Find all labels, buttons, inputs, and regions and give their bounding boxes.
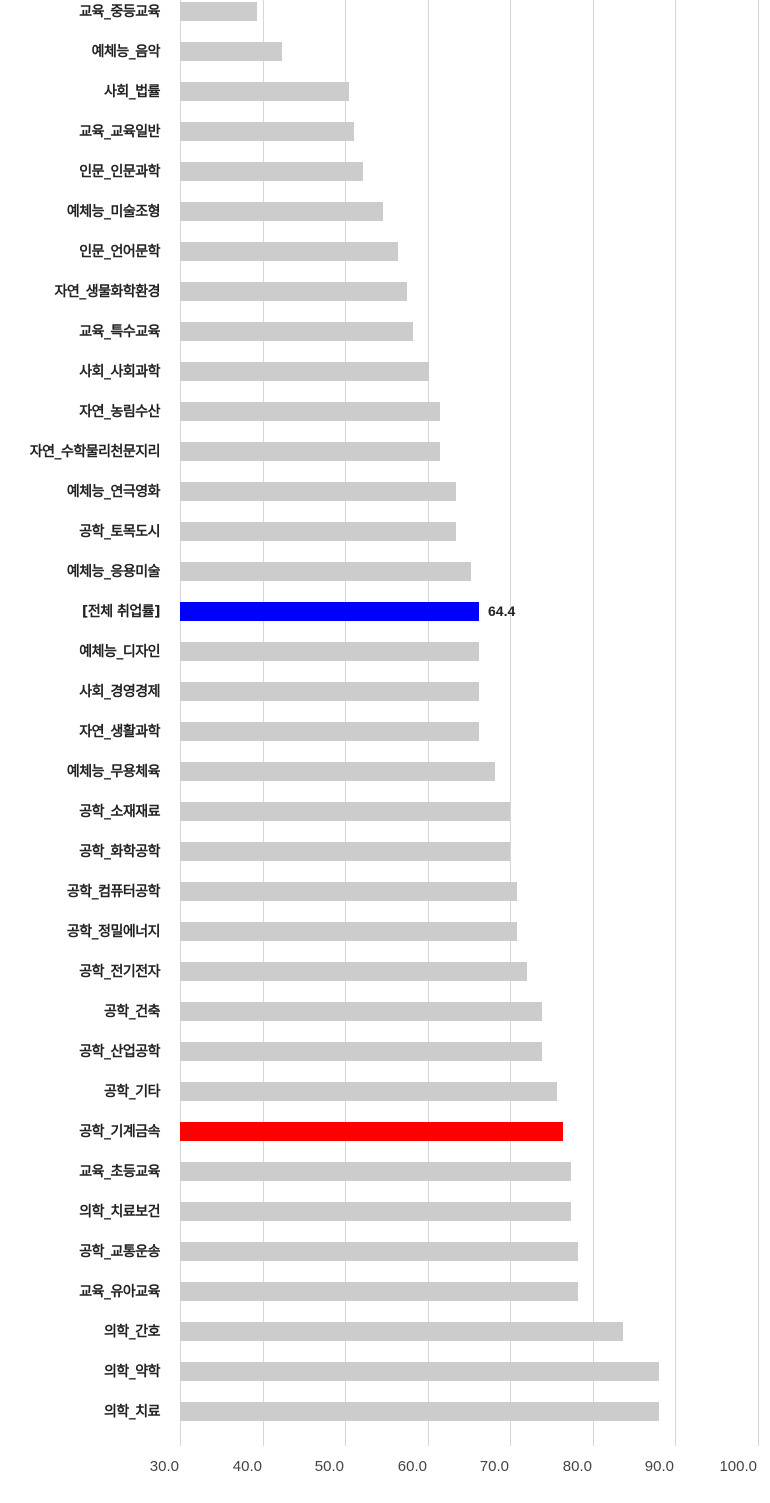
bar	[180, 2, 257, 21]
category-label: 사회_경영경제	[79, 684, 160, 700]
gridline	[675, 0, 676, 1446]
x-axis-tick-label: 70.0	[479, 1458, 509, 1475]
bar	[180, 1402, 659, 1421]
bar	[180, 1042, 542, 1061]
category-label: 공학_기계금속	[79, 1124, 160, 1140]
category-label: 공학_기타	[103, 1084, 161, 1100]
bar	[180, 122, 354, 141]
category-label: 교육_중등교육	[79, 4, 160, 20]
bar	[180, 682, 479, 701]
category-label: 공학_컴퓨터공학	[66, 884, 161, 900]
category-label: 자연_농림수산	[79, 404, 160, 420]
bar	[180, 842, 510, 861]
bar	[180, 82, 349, 101]
category-label: 의학_간호	[103, 1324, 161, 1340]
bar	[180, 562, 471, 581]
category-label: 교육_유아교육	[79, 1284, 160, 1300]
category-label: 자연_생물화학환경	[54, 284, 160, 300]
data-value-label: 64.4	[488, 603, 516, 619]
category-label: 공학_소재재료	[79, 804, 160, 820]
category-label: 공학_화학공학	[79, 844, 160, 860]
bar	[180, 882, 517, 901]
category-label: 교육_초등교육	[79, 1164, 160, 1180]
bar	[180, 1362, 659, 1381]
bar	[180, 402, 440, 421]
gridline	[510, 0, 511, 1446]
category-label: 공학_산업공학	[79, 1044, 160, 1060]
category-label: 공학_교통운송	[79, 1244, 160, 1260]
x-axis-tick-label: 80.0	[562, 1458, 592, 1475]
bar	[180, 1242, 578, 1261]
category-label: 공학_토목도시	[79, 524, 160, 540]
category-label: 자연_생활과학	[79, 724, 160, 740]
category-label: 예체능_미술조형	[66, 204, 161, 220]
x-axis-tick-label: 60.0	[397, 1458, 427, 1475]
bar	[180, 162, 363, 181]
category-label: 의학_치료보건	[79, 1204, 160, 1220]
bar	[180, 1082, 557, 1101]
category-label: 공학_전기전자	[79, 964, 160, 980]
category-label: 사회_사회과학	[79, 364, 160, 380]
category-label: [전체 취업률]	[81, 604, 161, 620]
category-label: 예체능_응용미술	[66, 564, 161, 580]
bar	[180, 522, 456, 541]
x-axis-tick-label: 40.0	[232, 1458, 262, 1475]
bar	[180, 282, 407, 301]
bar	[180, 202, 383, 221]
category-label: 공학_건축	[103, 1004, 161, 1020]
bar	[180, 1322, 623, 1341]
bar	[180, 442, 440, 461]
gridline	[758, 0, 759, 1446]
bar	[180, 42, 282, 61]
category-label: 의학_치료	[103, 1404, 161, 1420]
bar	[180, 722, 479, 741]
category-label: 예체능_디자인	[79, 644, 160, 660]
bar	[180, 322, 413, 341]
category-label: 교육_교육일반	[79, 124, 160, 140]
x-axis-tick-label: 30.0	[149, 1458, 179, 1475]
bar	[180, 362, 429, 381]
category-label: 사회_법률	[103, 84, 161, 100]
bar	[180, 242, 398, 261]
category-label: 인문_인문과학	[79, 164, 160, 180]
category-label: 공학_정밀에너지	[66, 924, 161, 940]
category-label: 교육_특수교육	[79, 324, 160, 340]
bar	[180, 1002, 542, 1021]
bar	[180, 802, 510, 821]
x-axis-tick-label: 100.0	[719, 1458, 757, 1475]
x-axis-tick-label: 50.0	[314, 1458, 344, 1475]
gridline	[593, 0, 594, 1446]
bar	[180, 962, 527, 981]
bar	[180, 762, 495, 781]
category-label: 자연_수학물리천문지리	[29, 444, 161, 460]
category-label: 예체능_음악	[91, 44, 161, 60]
total-bar	[180, 602, 479, 621]
category-label: 의학_약학	[103, 1364, 161, 1380]
bar	[180, 482, 456, 501]
category-label: 예체능_무용체육	[66, 764, 161, 780]
bar	[180, 922, 517, 941]
bar	[180, 1202, 571, 1221]
category-label: 예체능_연극영화	[66, 484, 161, 500]
bar	[180, 1162, 571, 1181]
category-label: 인문_언어문학	[79, 244, 160, 260]
highlighted-bar	[180, 1122, 563, 1141]
bar	[180, 1282, 578, 1301]
bar	[180, 642, 479, 661]
x-axis-tick-label: 90.0	[644, 1458, 674, 1475]
